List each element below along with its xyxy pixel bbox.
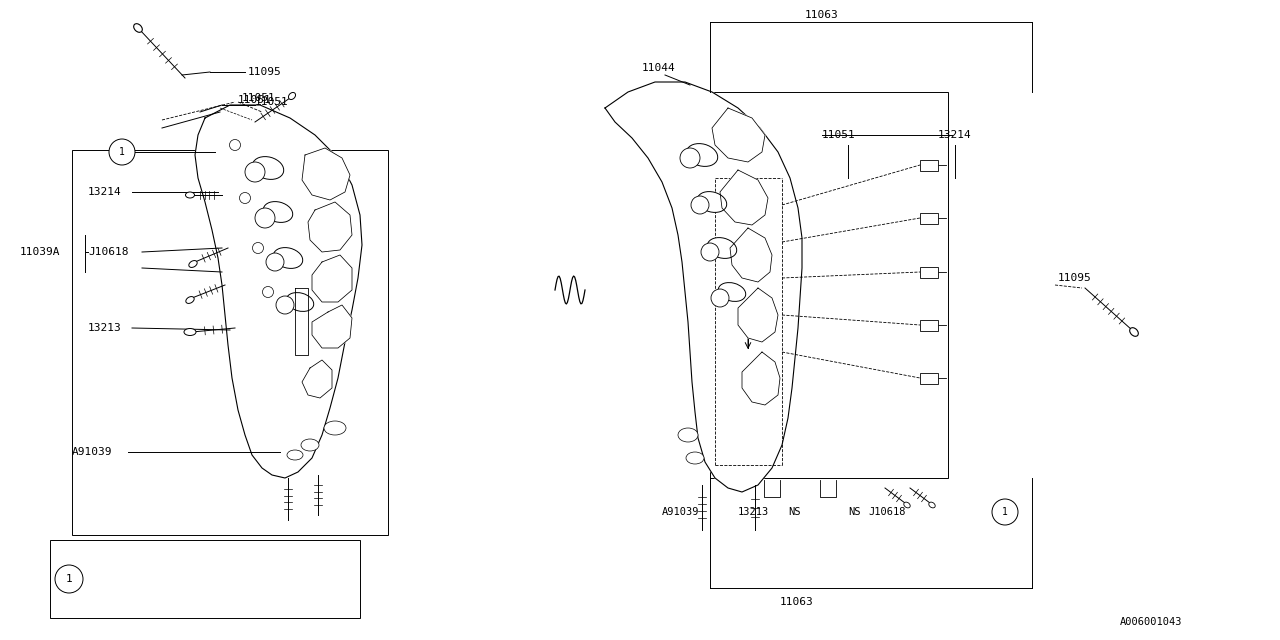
Circle shape	[244, 162, 265, 182]
Text: 11063: 11063	[805, 10, 838, 20]
Circle shape	[255, 208, 275, 228]
Text: A006001043: A006001043	[1120, 617, 1183, 627]
Polygon shape	[742, 352, 780, 405]
Circle shape	[691, 196, 709, 214]
Circle shape	[992, 499, 1018, 525]
Text: NS: NS	[788, 507, 800, 517]
Text: 13214: 13214	[88, 187, 122, 197]
Text: 11039A: 11039A	[20, 247, 60, 257]
Ellipse shape	[708, 237, 737, 259]
Bar	[920, 212, 938, 223]
Ellipse shape	[301, 439, 319, 451]
Polygon shape	[312, 255, 352, 302]
Ellipse shape	[186, 192, 195, 198]
Ellipse shape	[287, 292, 314, 312]
Text: 11051: 11051	[255, 97, 289, 107]
Text: 11095: 11095	[1059, 273, 1092, 283]
Ellipse shape	[133, 24, 142, 32]
Text: J10618: J10618	[868, 507, 905, 517]
Text: 11051: 11051	[822, 130, 856, 140]
Polygon shape	[721, 170, 768, 225]
Ellipse shape	[287, 450, 303, 460]
Ellipse shape	[252, 157, 284, 179]
Text: 10993: 10993	[95, 593, 129, 604]
Text: 11063: 11063	[780, 597, 814, 607]
Polygon shape	[195, 105, 362, 478]
Ellipse shape	[686, 452, 704, 464]
Ellipse shape	[184, 328, 196, 335]
Ellipse shape	[686, 143, 718, 166]
Circle shape	[710, 289, 730, 307]
Text: 11095: 11095	[248, 67, 282, 77]
Bar	[920, 372, 938, 383]
Ellipse shape	[904, 502, 910, 508]
Bar	[72, 150, 388, 535]
Polygon shape	[308, 202, 352, 252]
Text: J10618: J10618	[88, 247, 128, 257]
Text: 13213: 13213	[88, 323, 122, 333]
Polygon shape	[302, 360, 332, 398]
Text: A91039: A91039	[72, 447, 113, 457]
Circle shape	[680, 148, 700, 168]
Circle shape	[252, 243, 264, 253]
Bar	[50, 540, 360, 618]
Ellipse shape	[324, 421, 346, 435]
Text: 13214: 13214	[938, 130, 972, 140]
Text: A91039: A91039	[662, 507, 699, 517]
Bar	[920, 266, 938, 278]
Text: 13213: 13213	[739, 507, 769, 517]
Circle shape	[701, 243, 719, 261]
Polygon shape	[312, 305, 352, 348]
Circle shape	[109, 139, 134, 165]
Polygon shape	[302, 148, 349, 200]
Circle shape	[276, 296, 294, 314]
Bar	[920, 319, 938, 330]
Circle shape	[229, 140, 241, 150]
Ellipse shape	[264, 202, 293, 223]
Ellipse shape	[718, 283, 746, 301]
Circle shape	[239, 193, 251, 204]
Text: 1: 1	[65, 574, 73, 584]
Text: 11051: 11051	[242, 93, 275, 103]
Circle shape	[266, 253, 284, 271]
Text: 11044: 11044	[643, 63, 676, 73]
Text: (      -9605): ( -9605)	[186, 554, 273, 564]
Ellipse shape	[288, 92, 296, 100]
Circle shape	[55, 565, 83, 593]
Ellipse shape	[698, 191, 727, 212]
Text: NS: NS	[849, 507, 860, 517]
Ellipse shape	[189, 260, 197, 268]
Text: 1: 1	[1002, 507, 1007, 517]
Circle shape	[262, 287, 274, 298]
Text: J10618: J10618	[95, 554, 136, 564]
Ellipse shape	[186, 296, 195, 303]
Text: (9606-      ): (9606- )	[186, 593, 273, 604]
Polygon shape	[739, 288, 778, 342]
Ellipse shape	[274, 248, 302, 268]
Ellipse shape	[929, 502, 936, 508]
Polygon shape	[605, 82, 803, 492]
Bar	[710, 92, 948, 478]
Ellipse shape	[678, 428, 698, 442]
Text: 1: 1	[119, 147, 125, 157]
Polygon shape	[712, 108, 765, 162]
Bar	[920, 159, 938, 170]
Text: 11051: 11051	[238, 95, 271, 105]
Polygon shape	[730, 228, 772, 282]
Ellipse shape	[1130, 328, 1138, 336]
